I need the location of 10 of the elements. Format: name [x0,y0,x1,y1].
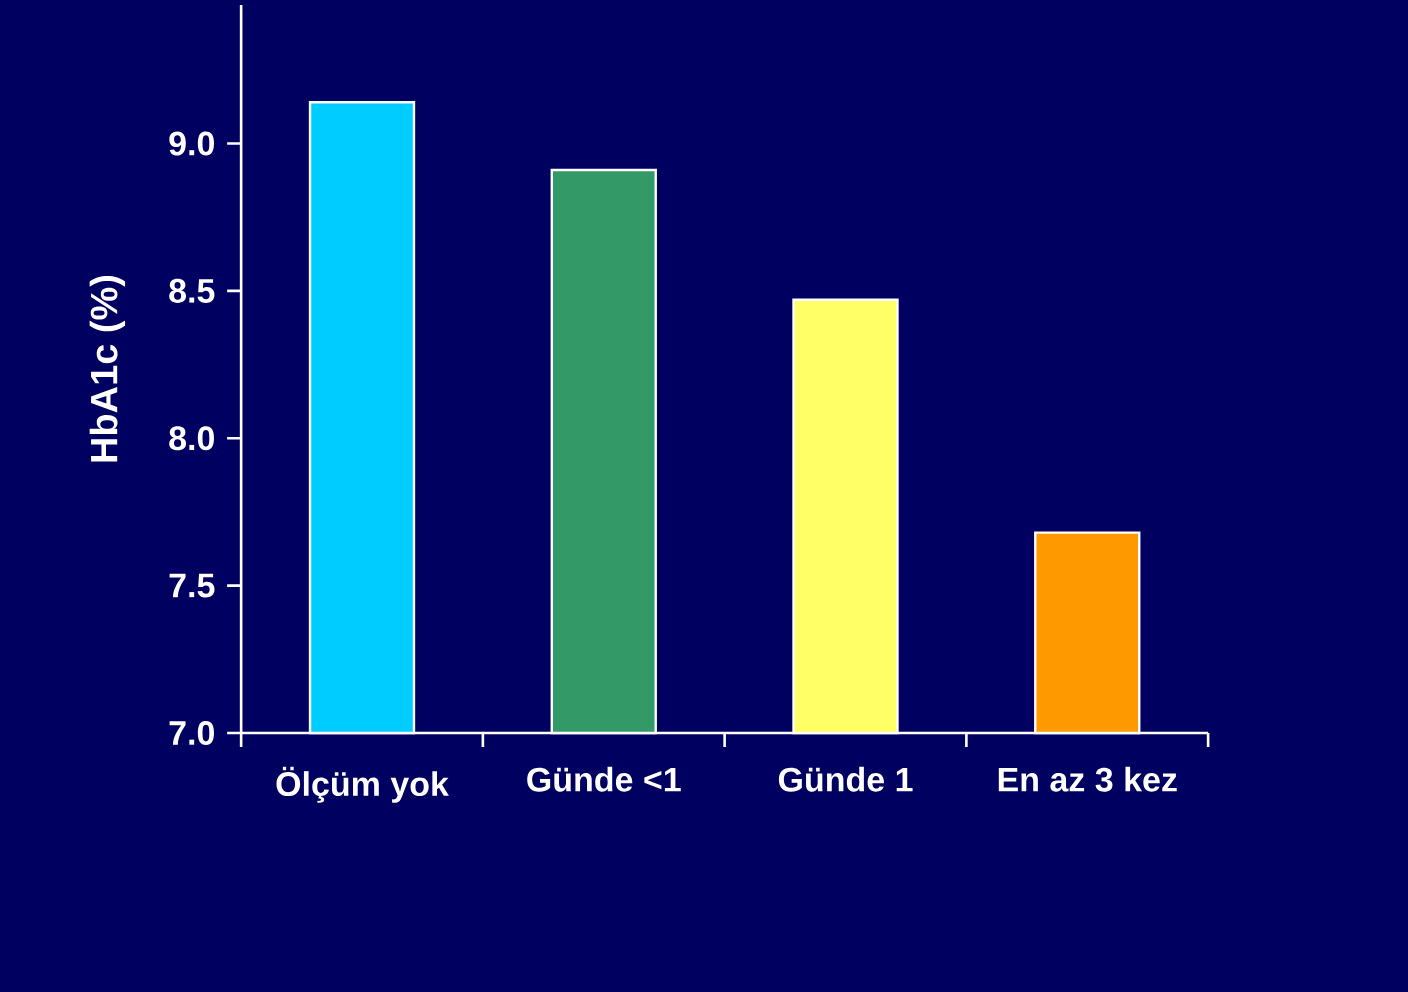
y-tick-label: 9.0 [169,131,214,156]
y-tick-label: 8.5 [169,278,215,303]
y-tick-label: 7.0 [169,720,214,746]
x-tick-label: Günde <1 [527,766,681,792]
x-tick-label: Ölçüm yok [276,766,449,803]
y-axis-title: HbA1c (%) [89,275,126,462]
y-tick-label: 8.0 [169,426,214,451]
y-tick-label: 7.5 [169,573,215,598]
x-tick-label: Günde 1 [778,766,913,792]
x-tick-label: En az 3 kez [998,766,1177,792]
